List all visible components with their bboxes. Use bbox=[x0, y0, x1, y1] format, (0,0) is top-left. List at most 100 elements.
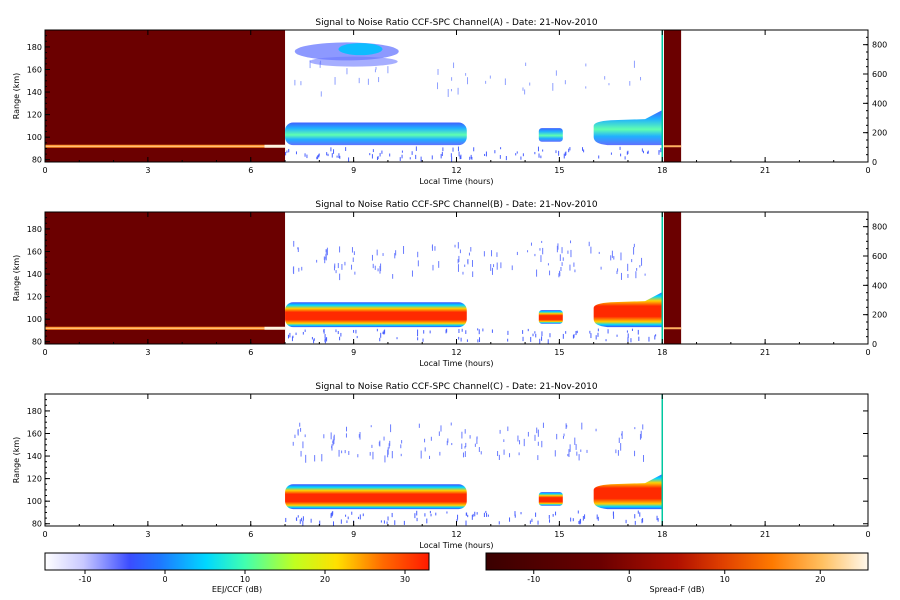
speckle bbox=[641, 257, 643, 266]
speckle bbox=[618, 437, 620, 443]
speckle bbox=[451, 156, 453, 162]
speckle bbox=[516, 151, 518, 154]
x-tick-label: 0 bbox=[42, 530, 47, 539]
speckle bbox=[658, 150, 660, 155]
y-tick-label: 160 bbox=[27, 247, 42, 256]
speckle bbox=[326, 152, 328, 156]
x-tick-label: 12 bbox=[451, 348, 461, 357]
y-tick-label: 160 bbox=[27, 429, 42, 438]
speckle bbox=[613, 515, 615, 519]
eej-band-main bbox=[285, 302, 467, 328]
speckle bbox=[301, 266, 303, 271]
speckle bbox=[517, 435, 519, 442]
speckle bbox=[416, 510, 418, 516]
speckle bbox=[352, 257, 354, 262]
speckle bbox=[387, 447, 389, 455]
speckle bbox=[371, 444, 373, 448]
speckle bbox=[534, 331, 536, 334]
speckle bbox=[586, 449, 588, 453]
speckle bbox=[387, 66, 389, 74]
speckle bbox=[339, 336, 341, 341]
speckle bbox=[627, 150, 629, 154]
speckle bbox=[620, 153, 622, 157]
speckle bbox=[597, 328, 599, 332]
speckle bbox=[503, 449, 505, 455]
y-tick-label: 120 bbox=[27, 293, 42, 302]
eej-band-evening bbox=[593, 474, 663, 510]
speckle bbox=[383, 330, 385, 335]
speckle bbox=[527, 250, 529, 253]
speckle bbox=[287, 334, 289, 339]
speckle bbox=[464, 451, 466, 457]
speckle bbox=[458, 151, 460, 157]
speckle bbox=[415, 154, 417, 160]
speckle bbox=[476, 436, 478, 440]
speckle bbox=[302, 331, 304, 335]
speckle bbox=[435, 512, 437, 516]
speckle bbox=[585, 63, 587, 67]
speckle bbox=[338, 449, 340, 457]
y2-tick-label: 200 bbox=[872, 311, 887, 320]
speckle bbox=[401, 154, 403, 159]
speckle bbox=[483, 251, 485, 257]
speckle bbox=[634, 520, 636, 525]
speckle bbox=[354, 271, 356, 275]
speckle bbox=[560, 266, 562, 272]
speckle bbox=[430, 513, 432, 517]
speckle bbox=[367, 78, 369, 85]
speckle bbox=[335, 270, 337, 274]
speckle bbox=[460, 154, 462, 159]
speckle bbox=[572, 334, 574, 339]
speckle bbox=[635, 271, 637, 279]
speckle bbox=[296, 517, 298, 521]
speckle bbox=[304, 434, 306, 438]
speckle bbox=[326, 247, 328, 256]
speckle bbox=[423, 330, 425, 334]
speckle bbox=[294, 79, 296, 86]
speckle bbox=[643, 455, 645, 462]
y-tick-label: 80 bbox=[32, 156, 42, 165]
speckle bbox=[547, 263, 549, 266]
speckle bbox=[438, 431, 440, 436]
speckle bbox=[344, 261, 346, 266]
panel-a: Signal to Noise Ratio CCF-SPC Channel(A)… bbox=[12, 18, 887, 186]
speckle bbox=[453, 62, 455, 69]
x-tick-label: 0 bbox=[42, 166, 47, 175]
speckle bbox=[395, 250, 397, 256]
speckle bbox=[634, 514, 636, 519]
speckle bbox=[466, 339, 468, 342]
x-tick-label: 6 bbox=[248, 530, 253, 539]
speckle bbox=[379, 152, 381, 157]
speckle bbox=[332, 511, 334, 515]
speckle bbox=[295, 151, 297, 155]
speckle bbox=[641, 148, 643, 152]
speckle bbox=[565, 423, 567, 429]
speckle bbox=[340, 519, 342, 524]
speckle bbox=[417, 329, 419, 334]
speckle bbox=[489, 75, 491, 79]
speckle bbox=[459, 249, 461, 254]
speckle bbox=[379, 337, 381, 342]
x-tick-label: 18 bbox=[657, 530, 667, 539]
speckle bbox=[461, 328, 463, 332]
speckle bbox=[524, 89, 526, 95]
speckle bbox=[491, 329, 493, 333]
speckle bbox=[522, 87, 524, 91]
speckle bbox=[311, 336, 313, 340]
speckle bbox=[556, 245, 558, 253]
speckle bbox=[336, 155, 338, 158]
speckle bbox=[474, 443, 476, 447]
speckle bbox=[432, 264, 434, 271]
speckle bbox=[292, 441, 294, 446]
plot-area bbox=[45, 30, 682, 162]
speckle bbox=[351, 511, 353, 515]
speckle bbox=[447, 89, 449, 97]
x-tick-label: 3 bbox=[145, 348, 150, 357]
speckle bbox=[318, 153, 320, 156]
speckle bbox=[434, 246, 436, 251]
speckle bbox=[487, 514, 489, 517]
speckle bbox=[656, 515, 658, 521]
speckle bbox=[456, 519, 458, 522]
speckle bbox=[613, 256, 615, 260]
speckle bbox=[464, 446, 466, 449]
